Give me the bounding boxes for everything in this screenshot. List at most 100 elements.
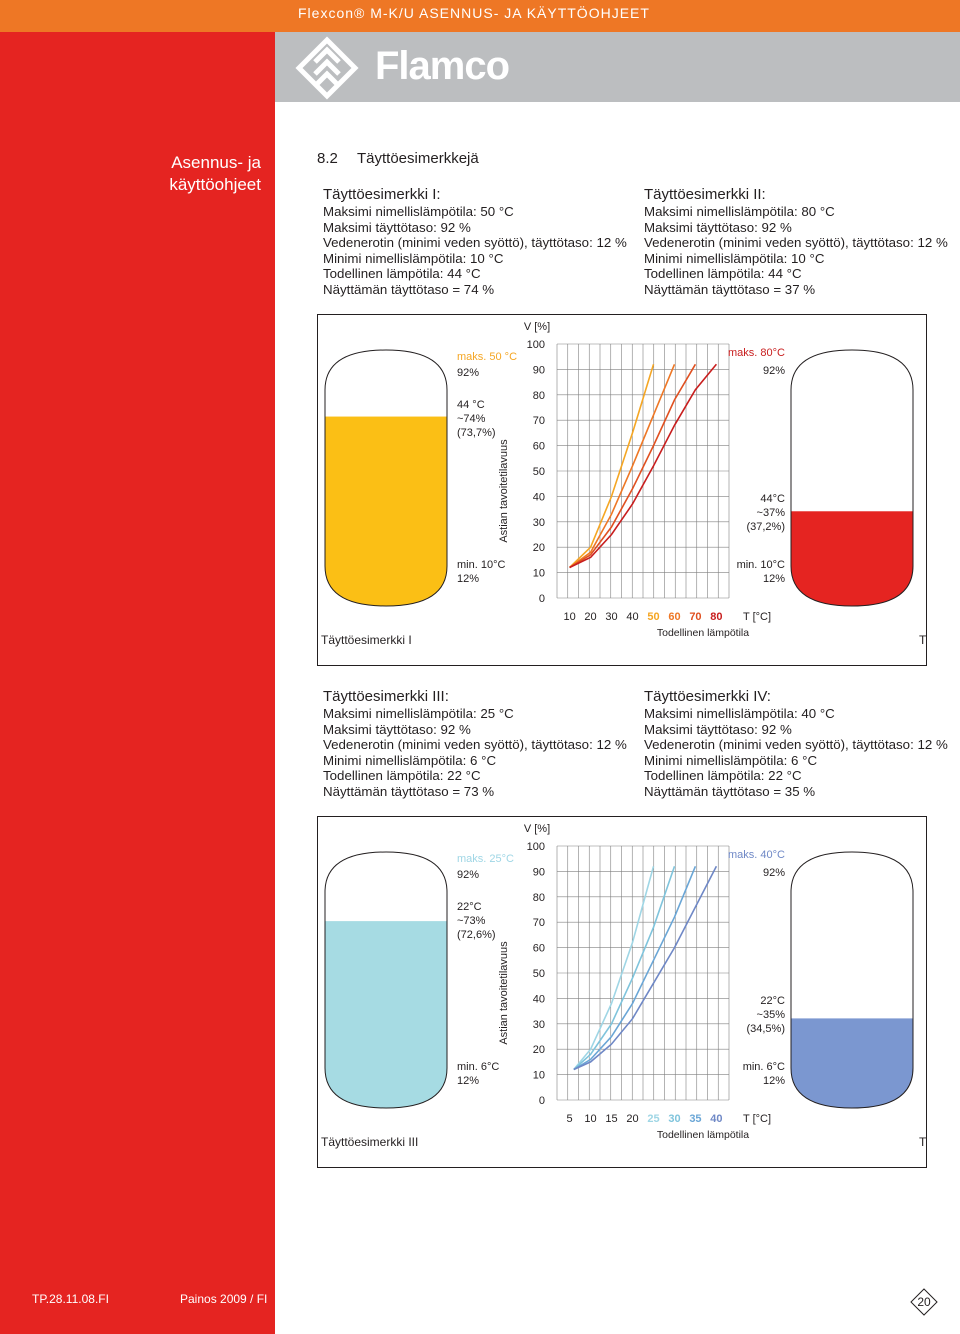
x-tick-label: 10 bbox=[563, 611, 575, 623]
main-content: 8.2 Täyttöesimerkkejä Täyttöesimerkki I: … bbox=[275, 102, 960, 1334]
y-axis-unit: V [%] bbox=[524, 823, 550, 835]
x-tick-label: 60 bbox=[668, 611, 680, 623]
vessel-fill bbox=[791, 1018, 913, 1108]
left-min-temp: min. 6°C bbox=[457, 1061, 499, 1073]
y-tick-label: 30 bbox=[533, 1019, 545, 1031]
series-line-2 bbox=[569, 363, 676, 569]
y-tick-label: 20 bbox=[533, 542, 545, 554]
x-tick-label: 20 bbox=[584, 611, 596, 623]
vessel-outline bbox=[324, 851, 448, 1109]
right-actual-pct: ~35% bbox=[757, 1009, 786, 1021]
left-actual-temp: 44 °C bbox=[457, 399, 485, 411]
section-heading: 8.2 Täyttöesimerkkejä bbox=[317, 150, 479, 167]
vessel-outline bbox=[790, 851, 914, 1109]
left-actual-exact: (73,7%) bbox=[457, 427, 496, 439]
x-tick-label: 10 bbox=[584, 1113, 596, 1125]
x-axis-unit: T [°C] bbox=[743, 611, 771, 623]
right-actual-temp: 22°C bbox=[760, 995, 785, 1007]
left-actual-exact: (72,6%) bbox=[457, 929, 496, 941]
sidebar: Asennus- ja käyttöohjeet TP.28.11.08.FI … bbox=[0, 32, 275, 1334]
right-actual-exact: (34,5%) bbox=[746, 1023, 785, 1035]
left-min-pct: 12% bbox=[457, 573, 479, 585]
vessel-name: Täyttöesimerkki II bbox=[919, 633, 927, 647]
y-tick-label: 10 bbox=[533, 568, 545, 580]
brand-bar: Flamco bbox=[275, 32, 960, 102]
series-line-1 bbox=[569, 364, 655, 569]
y-tick-label: 50 bbox=[533, 968, 545, 980]
chart-frame bbox=[317, 314, 927, 666]
right-min-temp: min. 10°C bbox=[737, 559, 785, 571]
example-2-spec: Täyttöesimerkki II: Maksimi nimellislämp… bbox=[644, 186, 948, 297]
x-tick-label: 50 bbox=[647, 611, 659, 623]
y-tick-label: 90 bbox=[533, 364, 545, 376]
right-actual-temp: 44°C bbox=[760, 493, 785, 505]
y-tick-label: 40 bbox=[533, 993, 545, 1005]
y-tick-label: 0 bbox=[539, 1095, 545, 1107]
series-line-4 bbox=[569, 363, 718, 569]
x-axis-title: Todellinen lämpötila bbox=[657, 1129, 749, 1141]
edition-label: Painos 2009 / FI bbox=[180, 1292, 268, 1306]
vessel-outline bbox=[324, 349, 448, 607]
x-tick-label: 20 bbox=[626, 1113, 638, 1125]
series-line-2 bbox=[573, 866, 676, 1071]
left-max-pct: 92% bbox=[457, 367, 479, 379]
vessel-outline bbox=[790, 349, 914, 607]
y-tick-label: 60 bbox=[533, 943, 545, 955]
page-diamond-icon bbox=[910, 1288, 938, 1316]
brand-name: Flamco bbox=[375, 44, 510, 88]
flamco-logo-icon bbox=[295, 36, 359, 100]
sidebar-title: Asennus- ja käyttöohjeet bbox=[169, 153, 261, 194]
right-max-pct: 92% bbox=[763, 867, 785, 879]
left-actual-pct: ~74% bbox=[457, 413, 486, 425]
x-tick-label: 40 bbox=[626, 611, 638, 623]
y-tick-label: 100 bbox=[527, 339, 545, 351]
y-tick-label: 50 bbox=[533, 466, 545, 478]
y-tick-label: 30 bbox=[533, 517, 545, 529]
y-tick-label: 60 bbox=[533, 441, 545, 453]
x-tick-label: 30 bbox=[668, 1113, 680, 1125]
left-max-pct: 92% bbox=[457, 869, 479, 881]
document-code: TP.28.11.08.FI bbox=[32, 1292, 109, 1306]
left-max-temp: maks. 25°C bbox=[457, 853, 514, 865]
vessel-fill bbox=[325, 416, 447, 606]
y-tick-label: 20 bbox=[533, 1044, 545, 1056]
y-tick-label: 80 bbox=[533, 390, 545, 402]
chart-frame bbox=[317, 816, 927, 1168]
x-tick-label: 70 bbox=[689, 611, 701, 623]
x-tick-label: 25 bbox=[647, 1113, 659, 1125]
vessel-fill bbox=[325, 921, 447, 1108]
x-axis-unit: T [°C] bbox=[743, 1113, 771, 1125]
x-tick-label: 40 bbox=[710, 1113, 722, 1125]
series-line-4 bbox=[573, 865, 718, 1071]
right-min-pct: 12% bbox=[763, 1075, 785, 1087]
left-min-pct: 12% bbox=[457, 1075, 479, 1087]
series-line-3 bbox=[573, 865, 697, 1071]
right-min-temp: min. 6°C bbox=[743, 1061, 785, 1073]
vessel-name: Täyttöesimerkki III bbox=[321, 1135, 418, 1149]
x-tick-label: 30 bbox=[605, 611, 617, 623]
vessel-name: Täyttöesimerkki IV bbox=[919, 1135, 927, 1149]
right-actual-exact: (37,2%) bbox=[746, 521, 785, 533]
example-1-spec: Täyttöesimerkki I: Maksimi nimellislämpö… bbox=[323, 186, 627, 297]
series-line-1 bbox=[573, 866, 655, 1071]
x-tick-label: 80 bbox=[710, 611, 722, 623]
y-axis-title: Astian tavoitetilavuus bbox=[498, 439, 510, 543]
y-axis-unit: V [%] bbox=[524, 321, 550, 333]
x-tick-label: 15 bbox=[605, 1113, 617, 1125]
left-actual-temp: 22°C bbox=[457, 901, 482, 913]
left-actual-pct: ~73% bbox=[457, 915, 486, 927]
example-3-spec: Täyttöesimerkki III: Maksimi nimellisläm… bbox=[323, 688, 627, 799]
y-tick-label: 10 bbox=[533, 1070, 545, 1082]
y-tick-label: 70 bbox=[533, 415, 545, 427]
y-tick-label: 0 bbox=[539, 593, 545, 605]
right-actual-pct: ~37% bbox=[757, 507, 786, 519]
chart-example-3-4: 0 10 20 30 40 50 60 70 80 90 100 V [%] Astian tavoit… bbox=[317, 816, 927, 1168]
x-axis-title: Todellinen lämpötila bbox=[657, 627, 749, 639]
y-tick-label: 40 bbox=[533, 491, 545, 503]
right-max-temp: maks. 80°C bbox=[728, 347, 785, 359]
vessel-fill bbox=[791, 511, 913, 606]
y-axis-title: Astian tavoitetilavuus bbox=[498, 941, 510, 1045]
y-tick-label: 70 bbox=[533, 917, 545, 929]
x-tick-label: 5 bbox=[567, 1113, 573, 1125]
y-tick-label: 90 bbox=[533, 866, 545, 878]
